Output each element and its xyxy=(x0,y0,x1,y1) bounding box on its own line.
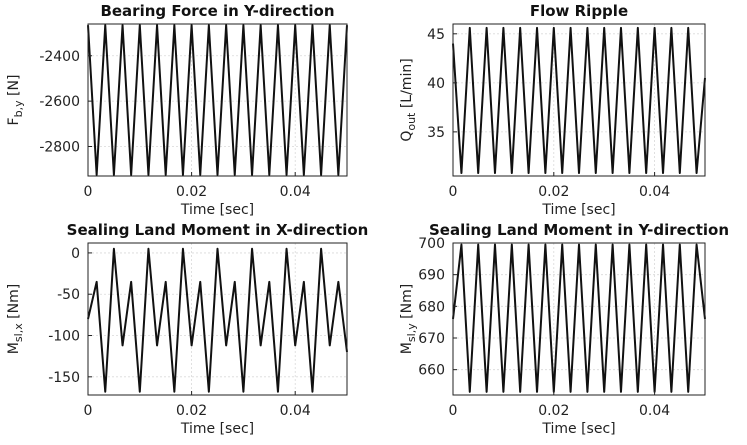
x-tick-label: 0.04 xyxy=(639,403,670,419)
y-tick-label: 680 xyxy=(418,299,445,315)
y-axis-label-symbol: F xyxy=(6,117,22,125)
series-line xyxy=(87,24,348,176)
x-tick-label: 0 xyxy=(84,184,93,200)
x-tick-label: 0.04 xyxy=(280,184,311,200)
y-axis-label-symbol: M xyxy=(6,342,22,354)
y-tick-label: -150 xyxy=(48,370,80,386)
series-line xyxy=(87,247,348,393)
y-tick-label: 45 xyxy=(427,27,445,43)
axes-frame xyxy=(452,242,706,396)
x-axis-label: Time [sec] xyxy=(541,421,615,437)
x-tick-label: 0.02 xyxy=(176,184,207,200)
y-tick-label: 690 xyxy=(418,268,445,284)
y-axis-label-subscript: sl,y xyxy=(405,323,418,342)
y-axis-label: Msl,y [Nm] xyxy=(399,284,418,354)
y-tick-label: 700 xyxy=(418,236,445,252)
y-tick-label: -100 xyxy=(48,329,80,345)
x-axis-label: Time [sec] xyxy=(180,202,254,218)
x-tick-label: 0.02 xyxy=(176,403,207,419)
y-axis-label: Qout [L/min] xyxy=(399,58,418,141)
chart-title: Sealing Land Moment in Y-direction xyxy=(429,221,729,239)
axes-frame xyxy=(87,23,348,177)
y-axis-label-subscript: sl,x xyxy=(12,323,25,342)
y-axis-label-unit: [Nm] xyxy=(6,284,22,323)
y-tick-label: 0 xyxy=(71,246,80,262)
x-tick-label: 0.02 xyxy=(538,184,569,200)
y-tick-label: -2600 xyxy=(39,94,80,110)
x-tick-label: 0 xyxy=(84,403,93,419)
x-axis-label: Time [sec] xyxy=(541,202,615,218)
y-tick-label: 670 xyxy=(418,331,445,347)
subplot-bearing-force-y: Bearing Force in Y-direction -2400 -2600 -2… xyxy=(6,2,348,218)
x-tick-label: 0.04 xyxy=(639,184,670,200)
y-axis-label-subscript: b,y xyxy=(12,100,25,117)
y-tick-label: 660 xyxy=(418,363,445,379)
x-tick-label: 0 xyxy=(449,403,458,419)
y-axis-label-symbol: M xyxy=(399,342,415,354)
y-axis-label: Fb,y [N] xyxy=(6,75,25,126)
chart-title: Bearing Force in Y-direction xyxy=(100,2,334,20)
y-axis-label-subscript: out xyxy=(405,112,418,131)
y-tick-label: 40 xyxy=(427,76,445,92)
series-line xyxy=(452,243,706,393)
subplot-sealing-moment-x: Sealing Land Moment in X-direction 0 -50 -1… xyxy=(6,221,368,437)
x-tick-label: 0.04 xyxy=(280,403,311,419)
x-tick-label: 0.02 xyxy=(538,403,569,419)
subplot-flow-ripple: Flow Ripple 45 40 35 0 0.02 0.04 Time [sec] Qout… xyxy=(399,2,706,218)
axes-frame xyxy=(87,242,348,396)
y-axis-label-unit: [L/min] xyxy=(399,58,415,112)
y-tick-label: 35 xyxy=(427,125,445,141)
y-axis-label-unit: [Nm] xyxy=(399,284,415,323)
x-axis-label: Time [sec] xyxy=(180,421,254,437)
y-tick-label: -2800 xyxy=(39,140,80,156)
y-axis-label-symbol: Q xyxy=(399,131,415,142)
y-tick-label: -50 xyxy=(57,287,80,303)
chart-title: Sealing Land Moment in X-direction xyxy=(67,221,369,239)
axes-frame xyxy=(452,23,706,177)
y-axis-label-unit: [N] xyxy=(6,75,22,101)
y-axis-label: Msl,x [Nm] xyxy=(6,284,25,354)
x-tick-label: 0 xyxy=(449,184,458,200)
chart-title: Flow Ripple xyxy=(530,2,628,20)
series-line xyxy=(452,26,706,175)
y-tick-label: -2400 xyxy=(39,49,80,65)
